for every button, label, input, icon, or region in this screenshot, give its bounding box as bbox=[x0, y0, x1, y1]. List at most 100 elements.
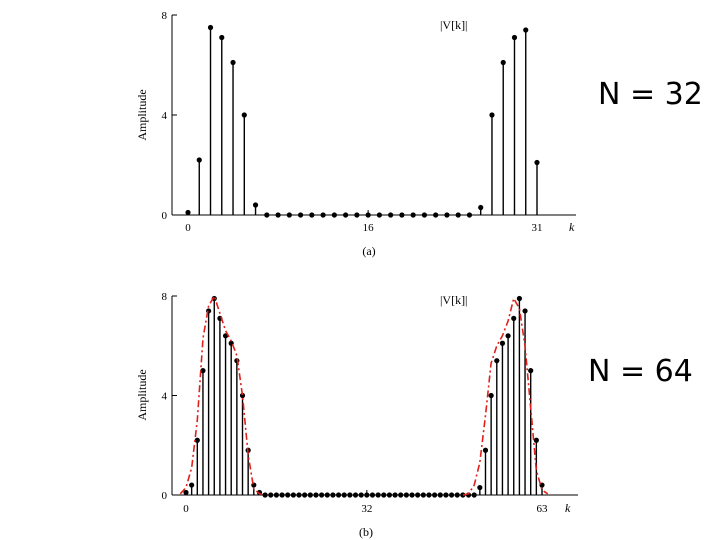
stem-marker bbox=[466, 212, 473, 218]
y-tick-label: 8 bbox=[162, 10, 168, 22]
stem-marker bbox=[251, 482, 257, 488]
chart-panel-b: 0 4 8 0 32 63 Amplitude |V[k]| k (b) bbox=[135, 291, 578, 539]
annotation-n64: N = 64 bbox=[588, 354, 693, 389]
stem-marker bbox=[273, 492, 280, 498]
stem-marker bbox=[364, 492, 370, 498]
stem-marker bbox=[421, 212, 428, 218]
stem-marker bbox=[341, 492, 347, 498]
y-tick-label: 4 bbox=[162, 391, 168, 403]
stem-marker bbox=[443, 492, 449, 498]
stem-marker bbox=[330, 492, 336, 498]
stem-marker bbox=[482, 447, 489, 453]
stem-marker bbox=[262, 492, 268, 498]
stem-marker bbox=[264, 212, 270, 218]
stem-marker bbox=[279, 492, 285, 498]
stem-marker bbox=[268, 492, 274, 498]
stem-marker bbox=[511, 315, 517, 321]
y-tick-label: 0 bbox=[162, 490, 168, 502]
y-tick-label: 8 bbox=[162, 291, 168, 303]
stem-marker bbox=[376, 212, 382, 218]
stem-marker bbox=[505, 333, 511, 339]
x-tick-label: 32 bbox=[361, 503, 372, 515]
stem-marker bbox=[448, 492, 455, 498]
stem-marker bbox=[381, 492, 387, 498]
stem-marker bbox=[477, 484, 483, 491]
stem-marker bbox=[511, 34, 518, 41]
stem-marker bbox=[444, 212, 450, 218]
x-tick-label: 31 bbox=[532, 222, 543, 234]
stem-marker bbox=[200, 368, 206, 374]
stem-marker bbox=[433, 212, 439, 218]
stem-marker bbox=[369, 492, 376, 498]
stem-marker bbox=[219, 34, 225, 41]
stem-marker bbox=[185, 209, 191, 216]
stem-marker bbox=[230, 59, 236, 66]
stem-marker bbox=[454, 492, 460, 498]
stem-marker bbox=[296, 492, 302, 498]
x-tick-label: 0 bbox=[185, 222, 191, 234]
stems-b bbox=[183, 295, 545, 498]
x-tick-label: 0 bbox=[183, 503, 189, 515]
stem-marker bbox=[207, 24, 214, 31]
stem-marker bbox=[398, 492, 404, 498]
axes-a: 0 4 8 0 16 31 bbox=[162, 10, 576, 234]
stem-marker bbox=[375, 492, 381, 498]
stem-marker bbox=[432, 492, 438, 498]
stem-marker bbox=[252, 202, 259, 208]
stems-a bbox=[185, 24, 540, 218]
panel-label-a: (a) bbox=[362, 244, 375, 258]
stem-marker bbox=[324, 492, 330, 498]
stem-marker bbox=[478, 204, 484, 211]
stem-marker bbox=[388, 212, 394, 218]
stem-marker bbox=[313, 492, 319, 498]
stem-marker bbox=[494, 358, 500, 364]
stem-marker bbox=[523, 27, 529, 33]
x-tick-label: 63 bbox=[537, 503, 549, 515]
stem-marker bbox=[534, 159, 540, 166]
stem-marker bbox=[290, 492, 296, 498]
stem-marker bbox=[319, 492, 325, 498]
stem-marker bbox=[365, 212, 371, 218]
stem-marker bbox=[516, 295, 522, 302]
annotation-n32: N = 32 bbox=[598, 77, 703, 112]
stem-marker bbox=[285, 492, 291, 498]
stem-marker bbox=[354, 212, 360, 218]
stem-marker bbox=[275, 212, 281, 218]
stem-marker bbox=[499, 340, 506, 346]
series-label-a: |V[k]| bbox=[440, 18, 467, 32]
stem-marker bbox=[352, 492, 359, 498]
stem-marker bbox=[239, 392, 246, 399]
stem-marker bbox=[358, 492, 364, 498]
chart-panel-a: 0 4 8 0 16 31 Amplitude |V[k]| k (a) bbox=[135, 10, 576, 258]
stem-marker bbox=[347, 492, 353, 498]
stem-marker bbox=[409, 492, 415, 498]
stem-marker bbox=[183, 489, 189, 496]
y-tick-label: 0 bbox=[162, 210, 168, 222]
stem-marker bbox=[489, 112, 495, 118]
stem-marker bbox=[460, 492, 466, 498]
stem-marker bbox=[297, 212, 304, 218]
stem-marker bbox=[189, 482, 195, 488]
stem-marker bbox=[410, 212, 416, 218]
stem-marker bbox=[335, 492, 342, 498]
stem-marker bbox=[386, 492, 393, 498]
stem-marker bbox=[392, 492, 398, 498]
envelope-curve-b bbox=[179, 294, 549, 496]
y-axis-label-a: Amplitude bbox=[135, 89, 149, 140]
x-axis-label-b: k bbox=[565, 501, 571, 515]
y-tick-label: 4 bbox=[162, 110, 168, 122]
series-label-b: |V[k]| bbox=[440, 293, 467, 307]
stem-marker bbox=[196, 157, 202, 163]
stem-marker bbox=[488, 392, 494, 399]
stem-marker bbox=[302, 492, 308, 498]
stem-marker bbox=[528, 368, 534, 374]
stem-marker bbox=[309, 212, 315, 218]
stem-marker bbox=[331, 212, 337, 218]
stem-marker bbox=[426, 492, 432, 498]
panel-label-b: (b) bbox=[359, 525, 373, 539]
stem-marker bbox=[420, 492, 426, 498]
stem-marker bbox=[343, 212, 349, 218]
axes-b: 0 4 8 0 32 63 bbox=[162, 291, 578, 515]
stem-marker bbox=[522, 308, 528, 314]
stem-marker bbox=[399, 212, 405, 218]
